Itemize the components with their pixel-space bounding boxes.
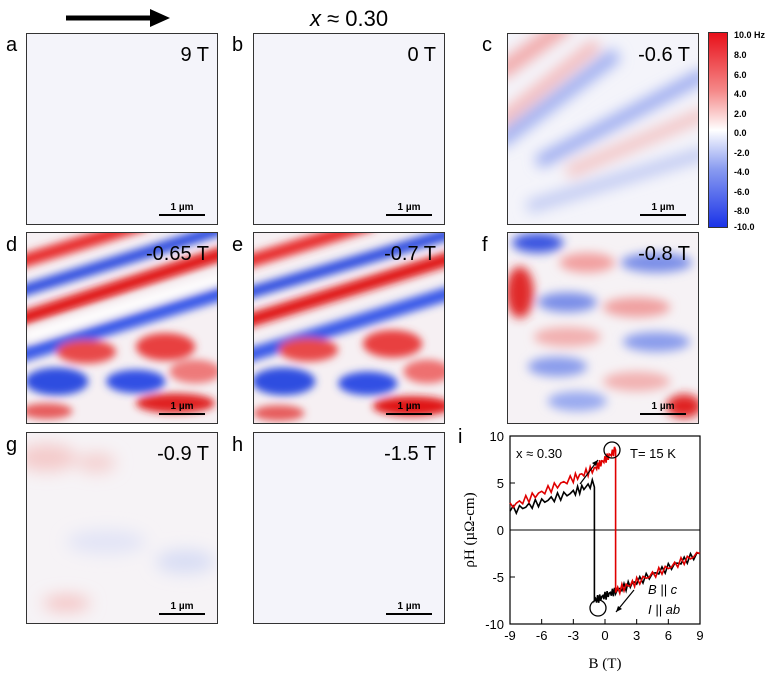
figure-title: x ≈ 0.30 bbox=[310, 6, 389, 31]
scale-bar: 1 µm bbox=[159, 601, 205, 615]
panel-e: -0.7 T 1 µm bbox=[253, 232, 445, 424]
field-label: -0.9 T bbox=[157, 443, 209, 465]
colorbar-tick: 2.0 bbox=[734, 109, 747, 119]
y-tick-label: 0 bbox=[497, 523, 504, 538]
colorbar-tick: 6.0 bbox=[734, 70, 747, 80]
colorbar-tick: -4.0 bbox=[734, 167, 750, 177]
field-label: 9 T bbox=[180, 44, 209, 66]
scale-bar: 1 µm bbox=[640, 401, 686, 415]
y-tick-label: 10 bbox=[490, 429, 504, 444]
panel-label-a: a bbox=[6, 34, 18, 56]
colorbar-tick: -8.0 bbox=[734, 206, 750, 216]
colorbar-tick: 0.0 bbox=[734, 128, 747, 138]
x-tick-label: 0 bbox=[601, 628, 608, 643]
panel-label-h: h bbox=[232, 434, 244, 456]
mfm-map bbox=[508, 233, 698, 419]
panel-label-c: c bbox=[482, 34, 492, 56]
y-tick-label: -5 bbox=[492, 570, 504, 585]
colorbar-tick: -6.0 bbox=[734, 187, 750, 197]
x-tick-label: -6 bbox=[536, 628, 548, 643]
scale-bar: 1 µm bbox=[386, 601, 432, 615]
scale-bar: 1 µm bbox=[159, 202, 205, 216]
annotation-field-dir: B || c bbox=[648, 582, 678, 597]
colorbar-tick: -10.0 bbox=[734, 222, 755, 232]
scale-bar: 1 µm bbox=[159, 401, 205, 415]
y-tick-label: -10 bbox=[485, 617, 504, 632]
arrow-head bbox=[592, 460, 598, 466]
field-label: 0 T bbox=[407, 44, 436, 66]
panel-label-e: e bbox=[232, 234, 244, 256]
series-line-sweep-up bbox=[509, 446, 701, 597]
x-tick-label: 6 bbox=[665, 628, 672, 643]
annotation-current-dir: I || ab bbox=[648, 602, 680, 617]
mfm-map bbox=[27, 233, 217, 420]
x-tick-label: -9 bbox=[504, 628, 516, 643]
panel-label-i: i bbox=[458, 426, 463, 448]
field-label: -0.65 T bbox=[146, 243, 209, 265]
x-tick-label: 3 bbox=[633, 628, 640, 643]
panel-g: -0.9 T 1 µm bbox=[26, 432, 218, 624]
colorbar-tick: -2.0 bbox=[734, 148, 750, 158]
colorbar-tick: 4.0 bbox=[734, 89, 747, 99]
panel-label-g: g bbox=[6, 434, 18, 456]
field-label: -0.7 T bbox=[384, 243, 436, 265]
annotation-temp: T= 15 K bbox=[630, 446, 676, 461]
panel-a: 9 T 1 µm bbox=[26, 33, 218, 225]
annotation-x: x ≈ 0.30 bbox=[516, 446, 562, 461]
panel-f: -0.8 T 1 µm bbox=[507, 232, 699, 424]
x-tick-label: 9 bbox=[696, 628, 703, 643]
field-label: -1.5 T bbox=[384, 443, 436, 465]
y-tick-label: 5 bbox=[497, 476, 504, 491]
panel-b: 0 T 1 µm bbox=[253, 33, 445, 225]
scale-bar: 1 µm bbox=[386, 401, 432, 415]
colorbar bbox=[708, 32, 728, 228]
sweep-arrow-icon bbox=[66, 9, 170, 27]
scale-bar: 1 µm bbox=[640, 202, 686, 216]
colorbar-tick: 10.0 Hz bbox=[734, 30, 766, 40]
x-tick-label: -3 bbox=[568, 628, 580, 643]
mfm-map bbox=[27, 443, 216, 612]
y-axis-label: ρH (µΩ-cm) bbox=[462, 492, 478, 567]
colorbar-tick: 8.0 bbox=[734, 50, 747, 60]
circle-marker-top bbox=[603, 441, 621, 459]
field-label: -0.6 T bbox=[638, 44, 690, 66]
scale-bar: 1 µm bbox=[386, 202, 432, 216]
mfm-map bbox=[254, 233, 444, 422]
panel-h: -1.5 T 1 µm bbox=[253, 432, 445, 624]
circle-marker-bottom bbox=[589, 599, 607, 617]
panel-c: -0.6 T 1 µm bbox=[507, 33, 699, 225]
panel-d: -0.65 T 1 µm bbox=[26, 232, 218, 424]
field-label: -0.8 T bbox=[638, 243, 690, 265]
x-axis-label: B (T) bbox=[589, 656, 622, 672]
hall-resistivity-chart: -9 -6 -3 0 3 6 9 10 5 0 -5 -10 x ≈ 0.30 T= 15 K B |… bbox=[462, 429, 704, 672]
panel-label-b: b bbox=[232, 34, 244, 56]
mfm-map bbox=[508, 34, 698, 213]
panel-label-d: d bbox=[6, 234, 18, 256]
panel-label-f: f bbox=[482, 234, 488, 256]
arrow-head bbox=[616, 606, 622, 612]
